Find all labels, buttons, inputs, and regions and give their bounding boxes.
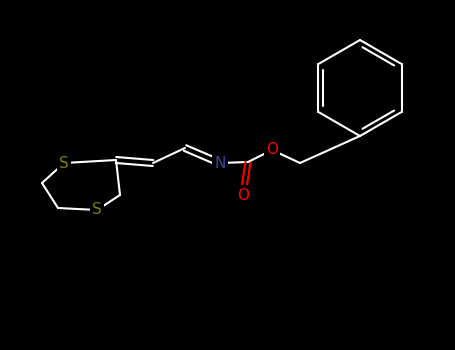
Text: O: O bbox=[266, 142, 278, 158]
Text: N: N bbox=[214, 155, 226, 170]
Text: S: S bbox=[59, 155, 69, 170]
Text: O: O bbox=[237, 188, 249, 203]
Text: S: S bbox=[92, 203, 102, 217]
